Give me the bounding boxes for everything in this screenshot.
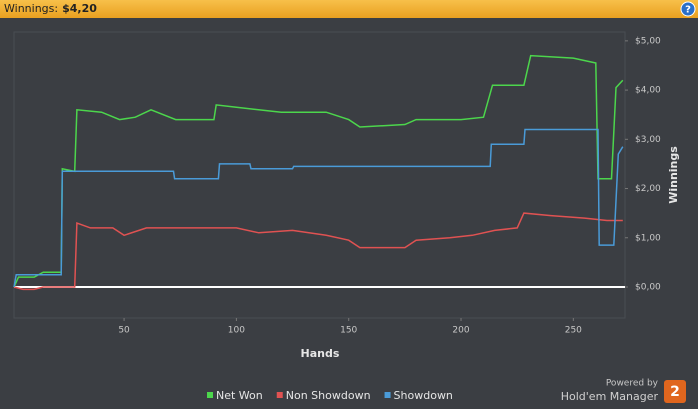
y-tick-label: $1,00 [635,233,661,243]
y-tick-label: $4,00 [635,86,661,96]
series-line [13,212,623,291]
legend-swatch [276,392,283,398]
legend-swatch [384,392,391,398]
x-tick-label: 150 [340,326,357,336]
header-label: Winnings: [4,2,58,15]
logo [664,380,686,403]
legend-label: Showdown [394,389,453,402]
powered-by: Powered by [606,379,659,389]
product-name: Hold'em Manager [561,390,659,403]
header-bar [0,0,698,18]
y-tick-label: $2,00 [635,184,661,194]
legend-label: Non Showdown [286,389,371,402]
x-tick-label: 200 [452,326,469,336]
x-tick-label: 50 [118,326,130,336]
header-value: $4,20 [62,2,97,15]
y-tick-label: $5,00 [635,36,661,46]
series-line [13,128,624,288]
plot-frame [13,31,626,319]
y-tick-label: $0,00 [635,282,661,292]
logo-text: 2 [670,384,680,400]
legend-label: Net Won [216,389,263,402]
x-tick-label: 100 [228,326,245,336]
help-icon[interactable] [680,1,696,17]
series-line [13,54,624,288]
help-icon-glyph[interactable]: ? [685,5,691,16]
legend-swatch [207,392,213,398]
y-axis-title: Winnings [667,146,680,204]
x-axis-title: Hands [301,347,340,360]
y-tick-label: $3,00 [635,135,661,145]
x-tick-label: 250 [565,326,582,336]
